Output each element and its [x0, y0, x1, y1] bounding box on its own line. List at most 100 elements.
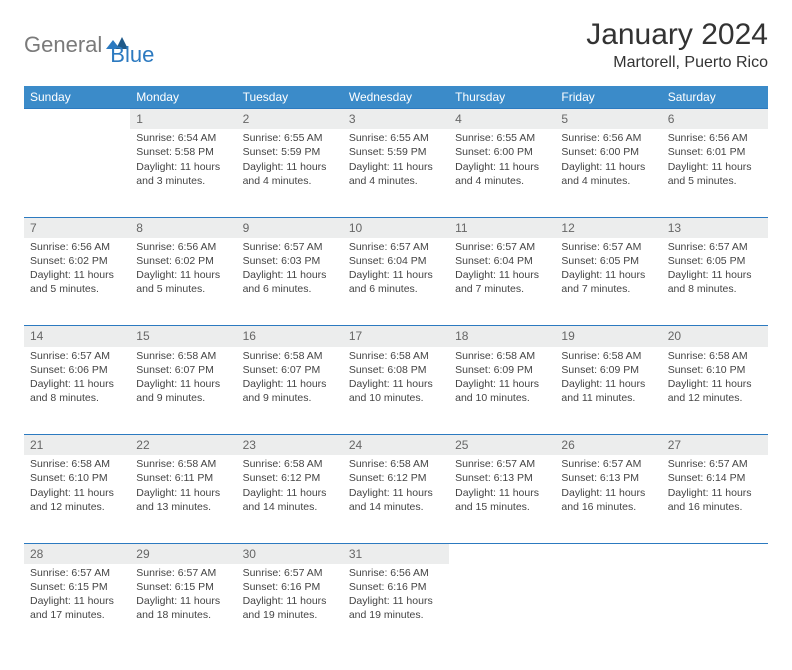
day-cell: Sunrise: 6:57 AMSunset: 6:03 PMDaylight:… [237, 238, 343, 326]
weekday-header: Thursday [449, 86, 555, 109]
day-content: Sunrise: 6:58 AMSunset: 6:09 PMDaylight:… [449, 347, 555, 412]
weekday-header: Wednesday [343, 86, 449, 109]
day-content: Sunrise: 6:57 AMSunset: 6:15 PMDaylight:… [24, 564, 130, 629]
day-number: 12 [555, 217, 661, 238]
day-number-row: 28293031 [24, 543, 768, 564]
sunset-line: Sunset: 6:06 PM [30, 364, 108, 376]
header: General Blue January 2024 Martorell, Pue… [24, 18, 768, 72]
sunrise-line: Sunrise: 6:57 AM [243, 567, 323, 579]
day-content: Sunrise: 6:57 AMSunset: 6:13 PMDaylight:… [449, 455, 555, 520]
weekday-header-row: SundayMondayTuesdayWednesdayThursdayFrid… [24, 86, 768, 109]
daylight-line: Daylight: 11 hours and 19 minutes. [243, 595, 327, 621]
sunrise-line: Sunrise: 6:57 AM [455, 458, 535, 470]
day-cell: Sunrise: 6:56 AMSunset: 6:00 PMDaylight:… [555, 129, 661, 217]
sunset-line: Sunset: 5:58 PM [136, 146, 214, 158]
day-number: 30 [237, 543, 343, 564]
day-content: Sunrise: 6:57 AM Sunset: 6:14 PM Daylight:… [662, 455, 768, 520]
empty-daynum [555, 543, 661, 564]
day-cell: Sunrise: 6:58 AMSunset: 6:08 PMDaylight:… [343, 347, 449, 435]
day-content: Sunrise: 6:58 AM Sunset: 6:10 PM Daylight:… [24, 455, 130, 520]
day-number-row: 14151617181920 [24, 326, 768, 347]
day-cell: Sunrise: 6:58 AMSunset: 6:07 PMDaylight:… [130, 347, 236, 435]
day-content: Sunrise: 6:57 AMSunset: 6:15 PMDaylight:… [130, 564, 236, 629]
logo: General Blue [24, 22, 154, 68]
day-number: 16 [237, 326, 343, 347]
day-cell: Sunrise: 6:58 AMSunset: 6:10 PMDaylight:… [662, 347, 768, 435]
day-number: 19 [555, 326, 661, 347]
day-number: 29 [130, 543, 236, 564]
sunrise-line: Sunrise: 6:57 AM [136, 567, 216, 579]
day-number: 10 [343, 217, 449, 238]
sunset-line: Sunset: 6:12 PM [349, 472, 427, 484]
daylight-line: Daylight: 11 hours and 10 minutes. [455, 378, 539, 404]
empty-daynum [662, 543, 768, 564]
sunset-line: Sunset: 6:10 PM [30, 472, 108, 484]
sunrise-line: Sunrise: 6:57 AM [561, 241, 641, 253]
sunrise-line: Sunrise: 6:57 AM [455, 241, 535, 253]
day-cell: Sunrise: 6:54 AMSunset: 5:58 PMDaylight:… [130, 129, 236, 217]
sunrise-line: Sunrise: 6:56 AM [30, 241, 110, 253]
sunset-line: Sunset: 6:12 PM [243, 472, 321, 484]
title-block: January 2024 Martorell, Puerto Rico [586, 18, 768, 72]
day-number: 1 [130, 109, 236, 130]
logo-text-blue: Blue [110, 42, 154, 68]
sunset-line: Sunset: 6:00 PM [455, 146, 533, 158]
day-content: Sunrise: 6:57 AMSunset: 6:13 PMDaylight:… [555, 455, 661, 520]
day-number: 25 [449, 435, 555, 456]
weekday-header: Monday [130, 86, 236, 109]
day-cell: Sunrise: 6:58 AMSunset: 6:09 PMDaylight:… [449, 347, 555, 435]
sunrise-line: Sunrise: 6:56 AM [561, 132, 641, 144]
day-cell: Sunrise: 6:57 AMSunset: 6:13 PMDaylight:… [555, 455, 661, 543]
day-content: Sunrise: 6:58 AMSunset: 6:08 PMDaylight:… [343, 347, 449, 412]
day-number: 26 [555, 435, 661, 456]
sunrise-line: Sunrise: 6:58 AM [455, 350, 535, 362]
sunset-line: Sunset: 5:59 PM [349, 146, 427, 158]
day-content: Sunrise: 6:57 AMSunset: 6:04 PMDaylight:… [449, 238, 555, 303]
day-content: Sunrise: 6:57 AMSunset: 6:03 PMDaylight:… [237, 238, 343, 303]
sunrise-line: Sunrise: 6:56 AM [349, 567, 429, 579]
sunrise-line: Sunrise: 6:57 AM [30, 567, 110, 579]
sunrise-line: Sunrise: 6:58 AM [243, 350, 323, 362]
day-cell: Sunrise: 6:57 AMSunset: 6:15 PMDaylight:… [130, 564, 236, 652]
daylight-line: Daylight: 11 hours and 12 minutes. [668, 378, 752, 404]
sunrise-line: Sunrise: 6:58 AM [349, 458, 429, 470]
daylight-line: Daylight: 11 hours and 9 minutes. [243, 378, 327, 404]
daylight-line: Daylight: 11 hours and 5 minutes. [668, 161, 752, 187]
week-row: Sunrise: 6:58 AM Sunset: 6:10 PM Daylight:… [24, 455, 768, 543]
day-number: 8 [130, 217, 236, 238]
sunrise-line: Sunrise: 6:58 AM [243, 458, 323, 470]
day-number: 22 [130, 435, 236, 456]
day-number: 15 [130, 326, 236, 347]
sunset-line: Sunset: 6:02 PM [136, 255, 214, 267]
day-cell: Sunrise: 6:55 AMSunset: 5:59 PMDaylight:… [343, 129, 449, 217]
day-number: 18 [449, 326, 555, 347]
daylight-line: Daylight: 11 hours and 10 minutes. [349, 378, 433, 404]
sunrise-line: Sunrise: 6:58 AM [30, 458, 110, 470]
day-cell: Sunrise: 6:55 AMSunset: 6:00 PMDaylight:… [449, 129, 555, 217]
sunset-line: Sunset: 6:09 PM [561, 364, 639, 376]
sunset-line: Sunset: 6:04 PM [455, 255, 533, 267]
empty-daynum [24, 109, 130, 130]
daylight-line: Daylight: 11 hours and 16 minutes. [668, 487, 752, 513]
sunset-line: Sunset: 6:14 PM [668, 472, 746, 484]
sunset-line: Sunset: 6:04 PM [349, 255, 427, 267]
sunrise-line: Sunrise: 6:57 AM [30, 350, 110, 362]
sunrise-line: Sunrise: 6:54 AM [136, 132, 216, 144]
day-cell: Sunrise: 6:56 AMSunset: 6:02 PMDaylight:… [24, 238, 130, 326]
day-number: 31 [343, 543, 449, 564]
day-content: Sunrise: 6:56 AMSunset: 6:01 PMDaylight:… [662, 129, 768, 194]
day-number: 13 [662, 217, 768, 238]
day-cell: Sunrise: 6:58 AM Sunset: 6:12 PM Daylight:… [343, 455, 449, 543]
sunset-line: Sunset: 6:01 PM [668, 146, 746, 158]
day-number: 11 [449, 217, 555, 238]
day-cell: Sunrise: 6:57 AMSunset: 6:13 PMDaylight:… [449, 455, 555, 543]
day-cell: Sunrise: 6:58 AMSunset: 6:11 PMDaylight:… [130, 455, 236, 543]
day-number: 20 [662, 326, 768, 347]
daylight-line: Daylight: 11 hours and 14 minutes. [349, 487, 433, 513]
day-number: 9 [237, 217, 343, 238]
sunrise-line: Sunrise: 6:57 AM [668, 458, 748, 470]
daylight-line: Daylight: 11 hours and 12 minutes. [30, 487, 114, 513]
daylight-line: Daylight: 11 hours and 5 minutes. [30, 269, 114, 295]
sunset-line: Sunset: 6:05 PM [561, 255, 639, 267]
day-number: 21 [24, 435, 130, 456]
